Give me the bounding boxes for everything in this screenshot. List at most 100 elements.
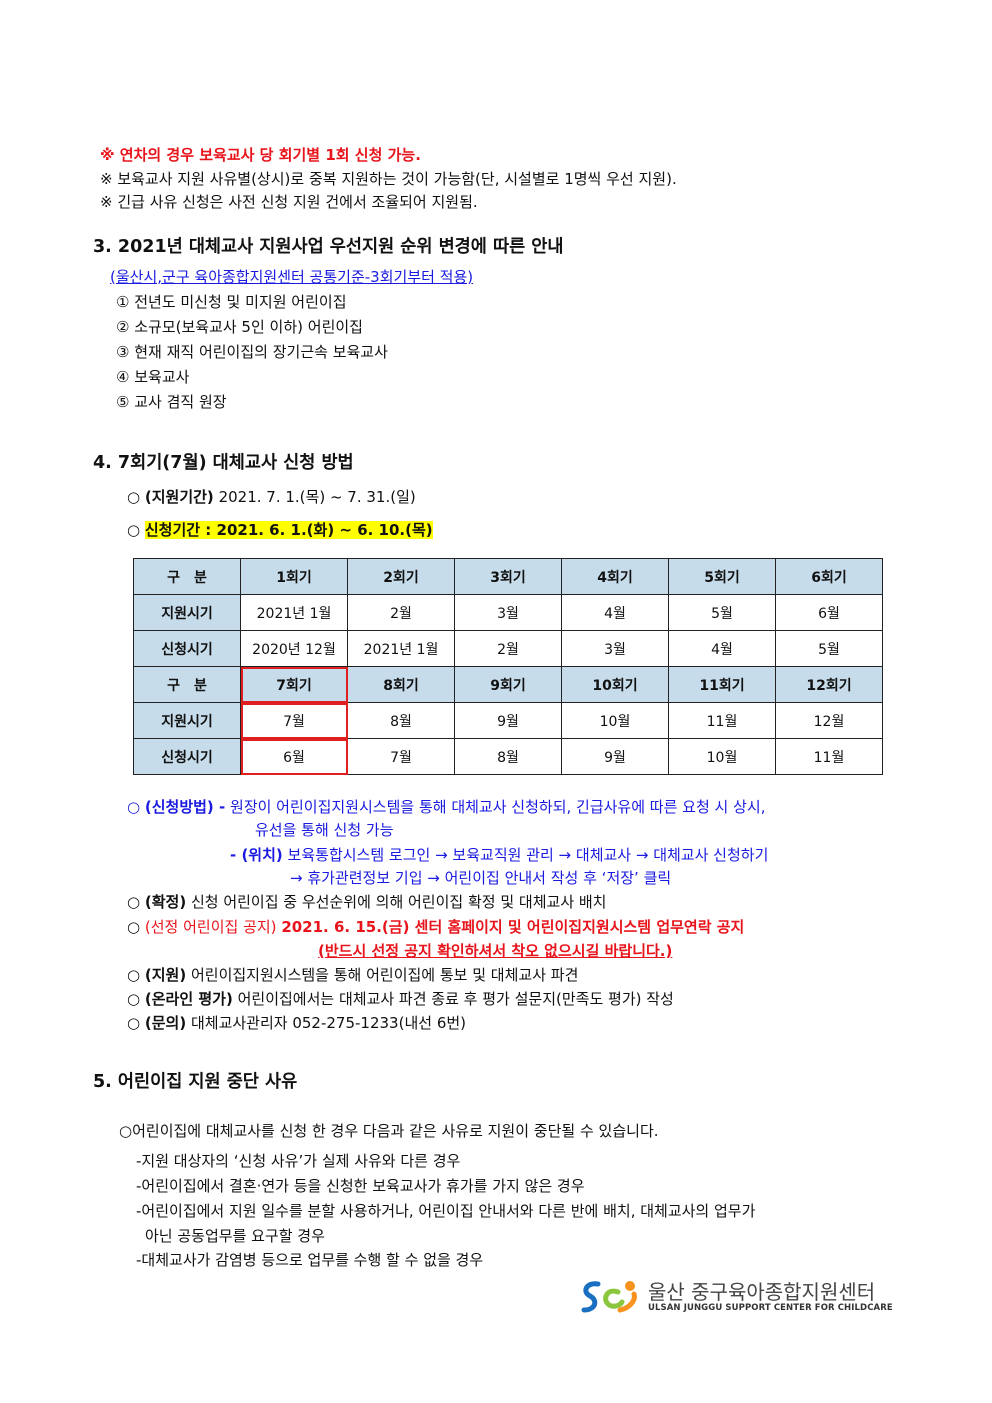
contact-line: ○ (문의) 대체교사관리자 052-275-1233(내선 6번)	[127, 1013, 466, 1033]
table-cell: 6월	[240, 738, 348, 775]
table-row: 지원시기 7월 8월 9월 10월 11월 12월	[133, 702, 883, 739]
table-cell: 6월	[775, 594, 883, 631]
section5-title: 5. 어린이집 지원 중단 사유	[93, 1072, 298, 1092]
bullet: ○	[127, 966, 141, 984]
notice-line: ○ (선정 어린이집 공지) 2021. 6. 15.(금) 센터 홈페이지 및…	[127, 917, 744, 937]
session-header-cell: 4회기	[561, 558, 669, 595]
priority-item-3: ③ 현재 재직 어린이집의 장기근속 보육교사	[116, 343, 388, 361]
eval-line: ○ (온라인 평가) 어린이집에서는 대체교사 파견 종료 후 평가 설문지(만…	[127, 989, 674, 1009]
table-cell: 2020년 12월	[240, 630, 348, 667]
support-period-label: (지원기간)	[144, 488, 214, 506]
table-row: 구 분 1회기 2회기 3회기 4회기 5회기 6회기	[133, 558, 883, 595]
confirm-line: ○ (확정) 신청 어린이집 중 우선순위에 의해 어린이집 확정 및 대체교사…	[127, 892, 606, 912]
contact-text: 대체교사관리자 052-275-1233(내선 6번)	[190, 1014, 467, 1032]
method-text: 원장이 어린이집지원시스템을 통해 대체교사 신청하되, 긴급사유에 따른 요청…	[230, 798, 766, 816]
table-cell: 7월	[347, 738, 455, 775]
table-cell: 9월	[454, 702, 562, 739]
table-cell: 9월	[561, 738, 669, 775]
location-line-1: - (위치) 보육통합시스템 로그인 → 보육교직원 관리 → 대체교사 → 대…	[230, 845, 768, 865]
table-cell: 5월	[668, 594, 776, 631]
table-cell: 11월	[775, 738, 883, 775]
row-header-cell: 신청시기	[133, 738, 241, 775]
session-header-cell: 12회기	[775, 666, 883, 703]
center-logo-name: 울산 중구육아종합지원센터	[648, 1280, 876, 1304]
confirm-text: 신청 어린이집 중 우선순위에 의해 어린이집 확정 및 대체교사 배치	[190, 893, 607, 911]
bullet: ○	[127, 488, 141, 506]
support-period: ○ (지원기간) 2021. 7. 1.(목) ~ 7. 31.(일)	[127, 487, 416, 507]
table-row: 신청시기 2020년 12월 2021년 1월 2월 3월 4월 5월	[133, 630, 883, 667]
table-cell: 3월	[561, 630, 669, 667]
table-cell: 10월	[668, 738, 776, 775]
session-header-cell: 11회기	[668, 666, 776, 703]
confirm-label: (확정)	[144, 893, 187, 911]
row-header-cell: 구 분	[133, 666, 241, 703]
session-schedule-table: 구 분 1회기 2회기 3회기 4회기 5회기 6회기 지원시기 2021년 1월 2월 3월 4월 5…	[133, 558, 883, 775]
support-line: ○ (지원) 어린이집지원시스템을 통해 어린이집에 통보 및 대체교사 파견	[127, 965, 578, 985]
session-header-cell: 10회기	[561, 666, 669, 703]
session-header-cell: 5회기	[668, 558, 776, 595]
table-row: 구 분 7회기 8회기 9회기 10회기 11회기 12회기	[133, 666, 883, 703]
apply-period: ○ 신청기간 : 2021. 6. 1.(화) ~ 6. 10.(목)	[127, 520, 433, 540]
priority-item-2: ② 소규모(보육교사 5인 이하) 어린이집	[116, 318, 363, 336]
session-header-cell: 1회기	[240, 558, 348, 595]
note-emergency: ※ 긴급 사유 신청은 사전 신청 지원 건에서 조율되어 지원됨.	[100, 193, 478, 211]
bullet: ○	[127, 521, 141, 539]
session-header-cell: 2회기	[347, 558, 455, 595]
stop-reason-3-cont: 아닌 공동업무를 요구할 경우	[145, 1227, 325, 1245]
table-cell: 4월	[561, 594, 669, 631]
table-cell: 2월	[347, 594, 455, 631]
center-logo: 울산 중구육아종합지원센터 ULSAN JUNGGU SUPPORT CENTE…	[578, 1278, 893, 1316]
note-annual-leave: ※ 연차의 경우 보육교사 당 회기별 1회 신청 가능.	[100, 146, 421, 164]
contact-label: (문의)	[144, 1014, 187, 1032]
support-label: (지원)	[144, 966, 187, 984]
table-cell: 2월	[454, 630, 562, 667]
bullet: ○	[127, 990, 141, 1008]
note-duplicate-support: ※ 보육교사 지원 사유별(상시)로 중복 지원하는 것이 가능함(단, 시설별…	[100, 170, 677, 188]
table-cell: 8월	[347, 702, 455, 739]
table-cell: 4월	[668, 630, 776, 667]
table-row: 지원시기 2021년 1월 2월 3월 4월 5월 6월	[133, 594, 883, 631]
bullet: ○	[127, 893, 141, 911]
center-logo-icon	[581, 1281, 637, 1313]
section4-title: 4. 7회기(7월) 대체교사 신청 방법	[93, 453, 354, 473]
location-label: - (위치)	[230, 846, 283, 864]
row-header-cell: 지원시기	[133, 594, 241, 631]
eval-text: 어린이집에서는 대체교사 파견 종료 후 평가 설문지(만족도 평가) 작성	[237, 990, 674, 1008]
notice-text: 2021. 6. 15.(금) 센터 홈페이지 및 어린이집지원시스템 업무연락…	[281, 918, 745, 936]
notice-warning: (반드시 선정 공지 확인하셔서 착오 없으시길 바랍니다.)	[318, 942, 673, 960]
apply-period-value: 신청기간 : 2021. 6. 1.(화) ~ 6. 10.(목)	[144, 521, 433, 539]
session-header-cell: 8회기	[347, 666, 455, 703]
bullet: ○	[127, 918, 141, 936]
row-header-cell: 구 분	[133, 558, 241, 595]
stop-reason-4: -대체교사가 감염병 등으로 업무를 수행 할 수 없을 경우	[136, 1251, 484, 1269]
table-cell: 8월	[454, 738, 562, 775]
section5-intro: ○어린이집에 대체교사를 신청 한 경우 다음과 같은 사유로 지원이 중단될 …	[119, 1122, 659, 1140]
session-header-cell: 3회기	[454, 558, 562, 595]
table-cell: 2021년 1월	[347, 630, 455, 667]
support-text: 어린이집지원시스템을 통해 어린이집에 통보 및 대체교사 파견	[190, 966, 579, 984]
stop-reason-2: -어린이집에서 결혼·연가 등을 신청한 보육교사가 휴가를 가지 않은 경우	[136, 1177, 585, 1195]
location-text: 보육통합시스템 로그인 → 보육교직원 관리 → 대체교사 → 대체교사 신청하…	[287, 846, 769, 864]
table-cell: 5월	[775, 630, 883, 667]
method-line-2: 유선을 통해 신청 가능	[255, 821, 394, 839]
table-cell: 7월	[240, 702, 348, 739]
priority-item-5: ⑤ 교사 겸직 원장	[116, 393, 227, 411]
table-cell: 3월	[454, 594, 562, 631]
method-label: (신청방법) -	[144, 798, 226, 816]
table-cell: 2021년 1월	[240, 594, 348, 631]
method-line-1: ○ (신청방법) - 원장이 어린이집지원시스템을 통해 대체교사 신청하되, …	[127, 797, 765, 817]
stop-reason-1: -지원 대상자의 ‘신청 사유’가 실제 사유와 다른 경우	[136, 1152, 461, 1170]
support-period-value: 2021. 7. 1.(목) ~ 7. 31.(일)	[218, 488, 416, 506]
table-cell: 10월	[561, 702, 669, 739]
priority-item-1: ① 전년도 미신청 및 미지원 어린이집	[116, 293, 347, 311]
bullet: ○	[127, 1014, 141, 1032]
table-cell: 12월	[775, 702, 883, 739]
location-line-2: → 휴가관련정보 기입 → 어린이집 안내서 작성 후 ‘저장’ 클릭	[290, 869, 672, 887]
row-header-cell: 신청시기	[133, 630, 241, 667]
table-cell: 11월	[668, 702, 776, 739]
section3-title: 3. 2021년 대체교사 지원사업 우선지원 순위 변경에 따른 안내	[93, 237, 564, 257]
table-row: 신청시기 6월 7월 8월 9월 10월 11월	[133, 738, 883, 775]
stop-reason-3: -어린이집에서 지원 일수를 분할 사용하거나, 어린이집 안내서와 다른 반에…	[136, 1202, 756, 1220]
center-logo-english: ULSAN JUNGGU SUPPORT CENTER FOR CHILDCAR…	[648, 1303, 893, 1313]
